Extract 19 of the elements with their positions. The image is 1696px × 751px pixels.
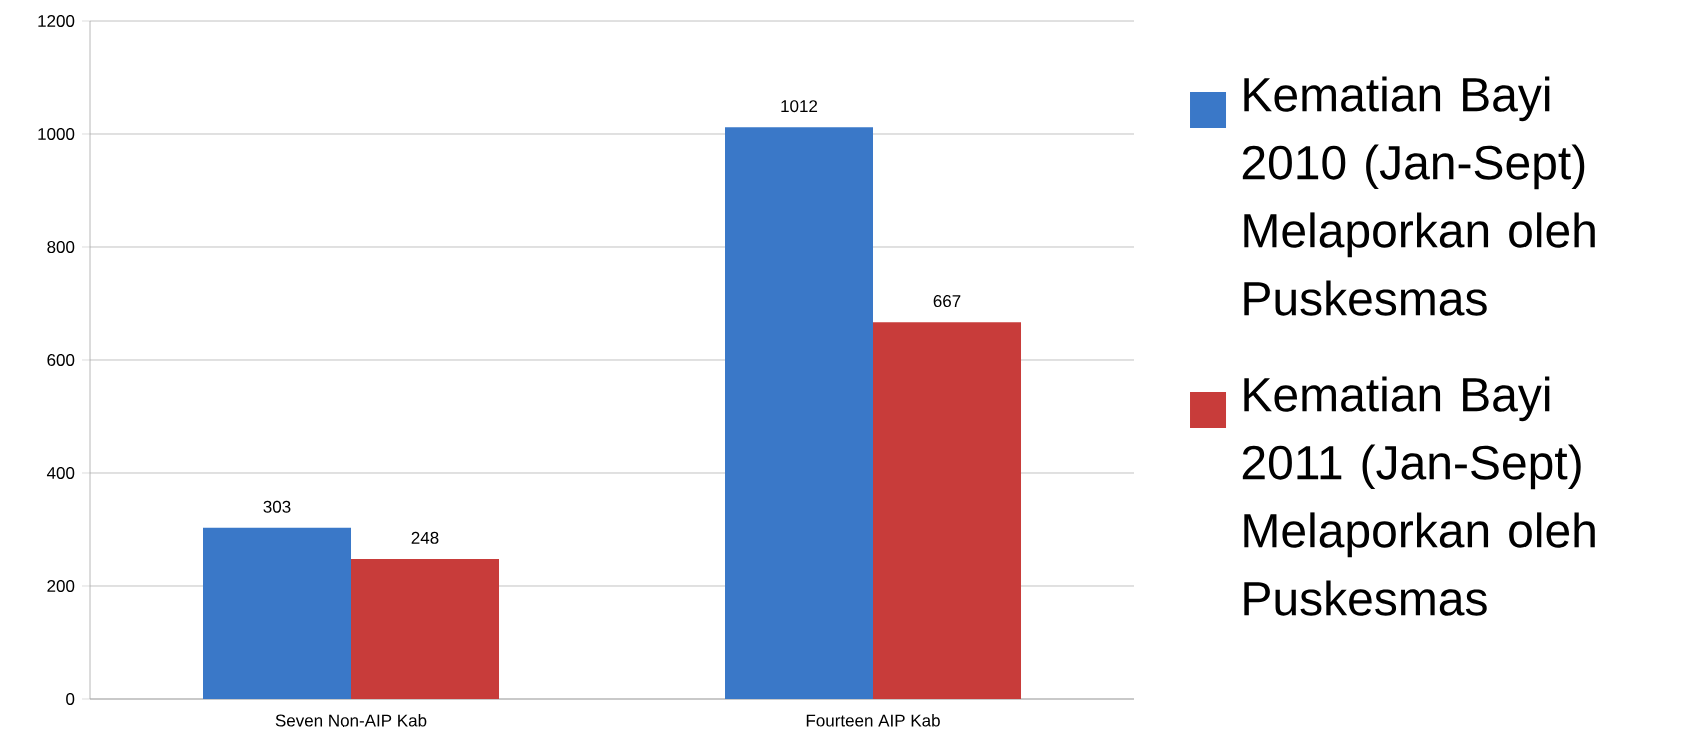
y-tick-label: 800 — [47, 240, 75, 254]
data-label: 303 — [263, 500, 291, 513]
bar — [351, 558, 500, 699]
data-label: 1012 — [781, 100, 818, 113]
x-tick-label: Seven Non-AIP Kab — [275, 714, 427, 727]
legend-label: Kematian Bayi 2011 (Jan-Sept) Melaporkan oleh Puskesmas — [1242, 376, 1595, 616]
data-label: 248 — [411, 531, 439, 544]
bar — [203, 527, 351, 699]
y-tick-label: 400 — [46, 466, 75, 480]
bar — [873, 322, 1022, 699]
y-tick-label: 600 — [47, 353, 75, 367]
legend-label: Kematian Bayi 2010 (Jan-Sept) Melaporkan oleh Puskesmas — [1242, 76, 1595, 316]
data-label: 667 — [933, 295, 961, 308]
x-tick-label: Fourteen AIP Kab — [806, 714, 940, 727]
y-tick-label: 0 — [66, 693, 75, 706]
bar — [725, 127, 874, 699]
y-tick-label: 1200 — [38, 14, 75, 28]
y-tick-label: 200 — [47, 580, 75, 593]
y-tick-label: 1000 — [38, 127, 75, 141]
